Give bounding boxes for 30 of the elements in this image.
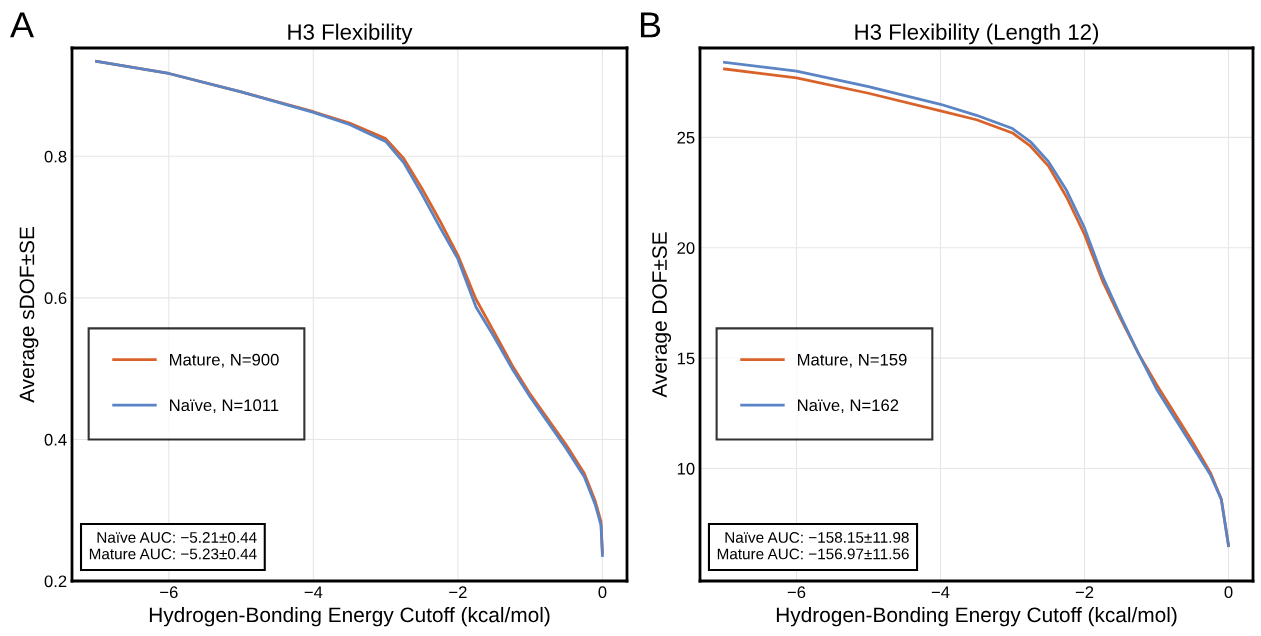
x-tick-label: −4 [931,586,950,598]
y-tick-label: 0.2 [44,575,67,588]
x-tick-label: −2 [1075,586,1094,598]
x-axis-title: Hydrogen-Bonding Energy Cutoff (kcal/mol) [776,606,1177,627]
text: A [10,12,35,38]
annotation: Naïve AUC: −158.15±11.98 Mature AUC: −156.97±11.56 [717,532,909,560]
x-tick-label: −6 [160,586,178,599]
y-tick-label: 15 [677,352,695,365]
y-tick-label: 0.4 [44,433,67,446]
legend-label: Mature, N=900 [170,353,279,368]
legend-label: Naïve, N=162 [798,399,899,414]
annotation: Naïve AUC: −5.21±0.44 Mature AUC: −5.23±0.44 [89,532,257,560]
y-tick-label: 20 [677,242,695,254]
x-tick-label: 0 [1224,586,1233,599]
y-tick-label: 0.6 [44,292,67,305]
x-tick-label: 0 [598,586,607,599]
chart-title: H3 Flexibility [288,23,413,45]
chart-title: H3 Flexibility (Length 12) [855,23,1099,45]
x-axis-title: Hydrogen-Bonding Energy Cutoff (kcal/mol) [149,606,550,627]
y-tick-label: 10 [677,462,695,475]
y-axis-title: Average sDOF±SE [19,227,39,403]
y-axis-title: Average DOF±SE [652,232,672,398]
y-tick-label: 25 [677,131,695,144]
legend-label: Naïve, N=1011 [170,399,279,414]
x-tick-label: −2 [449,586,467,598]
text: B [640,12,661,38]
y-tick-label: 0.8 [44,150,67,163]
x-tick-label: −4 [304,586,323,598]
x-tick-label: −6 [787,586,806,599]
legend-label: Mature, N=159 [798,353,907,368]
